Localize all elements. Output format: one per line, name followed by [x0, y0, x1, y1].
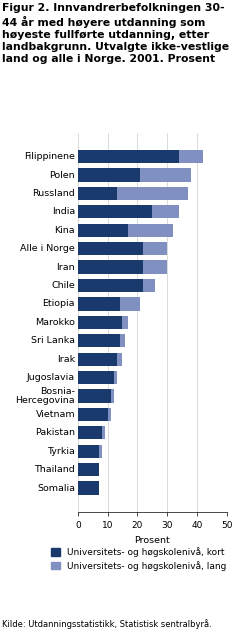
- Bar: [128, 224, 173, 237]
- Bar: [140, 168, 191, 181]
- Bar: [78, 168, 140, 181]
- Bar: [78, 408, 108, 421]
- Bar: [78, 463, 99, 477]
- Bar: [78, 482, 99, 495]
- Legend: Universitets- og høgskolenivå, kort, Universitets- og høgskolenivå, lang: Universitets- og høgskolenivå, kort, Uni…: [51, 547, 227, 571]
- Bar: [152, 205, 179, 219]
- Bar: [78, 444, 99, 458]
- Bar: [108, 408, 111, 421]
- Bar: [114, 371, 117, 384]
- Bar: [99, 444, 102, 458]
- Bar: [78, 205, 152, 219]
- Bar: [143, 279, 155, 292]
- Bar: [78, 279, 143, 292]
- Bar: [117, 353, 122, 366]
- Bar: [78, 371, 114, 384]
- Bar: [122, 316, 128, 329]
- Bar: [78, 187, 117, 200]
- Bar: [119, 334, 126, 348]
- Text: Kilde: Utdanningsstatistikk, Statistisk sentralbyrå.: Kilde: Utdanningsstatistikk, Statistisk …: [2, 619, 212, 629]
- Bar: [143, 260, 167, 274]
- Bar: [179, 150, 203, 163]
- Bar: [78, 353, 117, 366]
- Bar: [119, 297, 140, 310]
- Bar: [78, 242, 143, 255]
- X-axis label: Prosent: Prosent: [134, 535, 170, 545]
- Bar: [78, 150, 179, 163]
- Bar: [78, 260, 143, 274]
- Bar: [78, 334, 119, 348]
- Bar: [78, 297, 119, 310]
- Bar: [78, 389, 111, 403]
- Bar: [143, 242, 167, 255]
- Bar: [117, 187, 188, 200]
- Bar: [111, 389, 114, 403]
- Bar: [78, 316, 122, 329]
- Bar: [78, 224, 128, 237]
- Text: Figur 2. Innvandrerbefolkningen 30-
44 år med høyere utdanning som
høyeste fullf: Figur 2. Innvandrerbefolkningen 30- 44 å…: [2, 3, 229, 64]
- Bar: [78, 426, 102, 439]
- Bar: [102, 426, 105, 439]
